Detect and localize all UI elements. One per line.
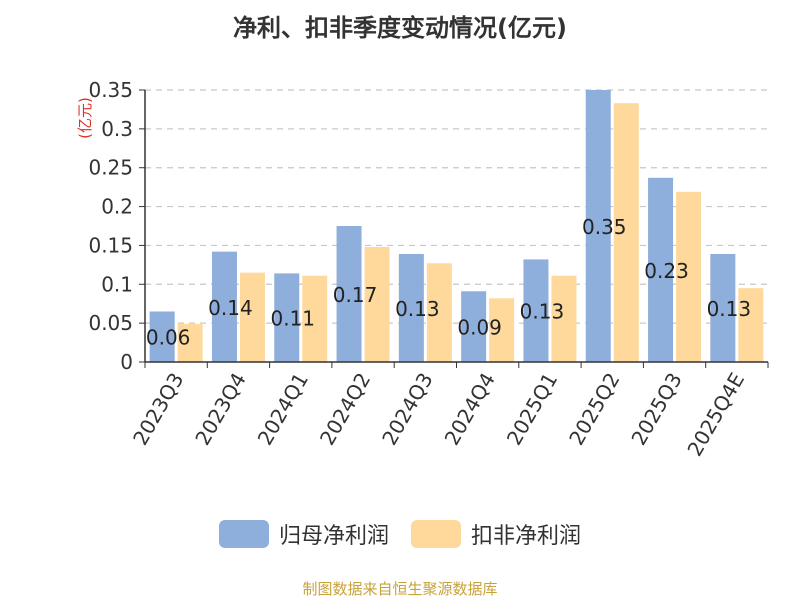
data-label: 0.13 xyxy=(395,297,440,321)
data-label: 0.13 xyxy=(707,297,752,321)
legend-swatch-net-profit xyxy=(218,520,269,548)
x-tick-label: 2025Q3 xyxy=(626,369,686,450)
x-tick-label: 2023Q3 xyxy=(128,369,188,450)
x-tick-label: 2023Q4 xyxy=(190,369,250,450)
y-tick-label: 0.05 xyxy=(88,311,133,335)
bar-deducted-profit xyxy=(426,263,452,362)
bar-net-profit xyxy=(585,90,611,362)
legend-item-net-profit[interactable]: 归母净利润 xyxy=(218,518,389,550)
bar-deducted-profit xyxy=(551,275,577,362)
y-tick-label: 0.15 xyxy=(88,233,133,257)
x-tick-label: 2025Q4E xyxy=(682,369,749,461)
y-axis-label: (亿元) xyxy=(76,97,94,139)
bar-deducted-profit xyxy=(676,191,702,362)
y-tick-label: 0.35 xyxy=(88,78,133,102)
legend-item-deducted-profit[interactable]: 扣非净利润 xyxy=(411,518,581,550)
bar-net-profit xyxy=(648,177,674,362)
data-label: 0.23 xyxy=(644,259,689,283)
data-label: 0.06 xyxy=(146,326,191,350)
data-label: 0.13 xyxy=(520,300,565,324)
legend-swatch-deducted-profit xyxy=(411,520,461,548)
y-tick-label: 0 xyxy=(120,350,133,374)
bar-net-profit xyxy=(211,251,237,362)
bar-deducted-profit xyxy=(364,246,390,362)
x-tick-label: 2025Q2 xyxy=(564,369,624,450)
data-label: 0.09 xyxy=(457,316,502,340)
data-label: 0.11 xyxy=(270,307,315,331)
chart-title: 净利、扣非季度变动情况(亿元) xyxy=(233,14,567,42)
bar-net-profit xyxy=(274,273,300,362)
y-tick-label: 0.1 xyxy=(101,272,133,296)
bar-chart: 00.050.10.150.20.250.30.35(亿元)0.060.14 0.… xyxy=(76,78,769,461)
y-tick-label: 0.2 xyxy=(101,195,133,219)
bar-net-profit xyxy=(710,253,736,362)
bar-net-profit xyxy=(398,253,424,362)
data-label: 0.35 xyxy=(582,215,627,239)
y-tick-label: 0.25 xyxy=(88,156,133,180)
x-tick-label: 2024Q3 xyxy=(377,369,437,450)
legend: 归母净利润 扣非净利润 xyxy=(0,518,800,550)
legend-label-deducted-profit: 扣非净利润 xyxy=(471,524,582,549)
bar-deducted-profit xyxy=(613,103,639,362)
bar-deducted-profit xyxy=(302,275,328,362)
bar-deducted-profit xyxy=(239,272,265,362)
bar-net-profit xyxy=(336,226,362,362)
x-tick-label: 2024Q2 xyxy=(315,369,375,450)
bar-net-profit xyxy=(149,311,175,362)
bar-net-profit xyxy=(523,259,549,362)
bar-deducted-profit xyxy=(738,288,764,362)
x-tick-label: 2025Q1 xyxy=(502,369,562,450)
y-tick-label: 0.3 xyxy=(101,117,133,141)
bar-net-profit xyxy=(461,291,487,362)
data-source-note: 制图数据来自恒生聚源数据库 xyxy=(302,580,498,598)
x-tick-label: 2024Q1 xyxy=(253,369,313,450)
legend-label-net-profit: 归母净利润 xyxy=(278,524,389,549)
bar-deducted-profit xyxy=(177,323,203,362)
bar-deducted-profit xyxy=(489,298,515,362)
data-label: 0.17 xyxy=(333,283,378,307)
data-label: 0.14 xyxy=(208,296,253,320)
x-tick-label: 2024Q4 xyxy=(440,369,500,450)
